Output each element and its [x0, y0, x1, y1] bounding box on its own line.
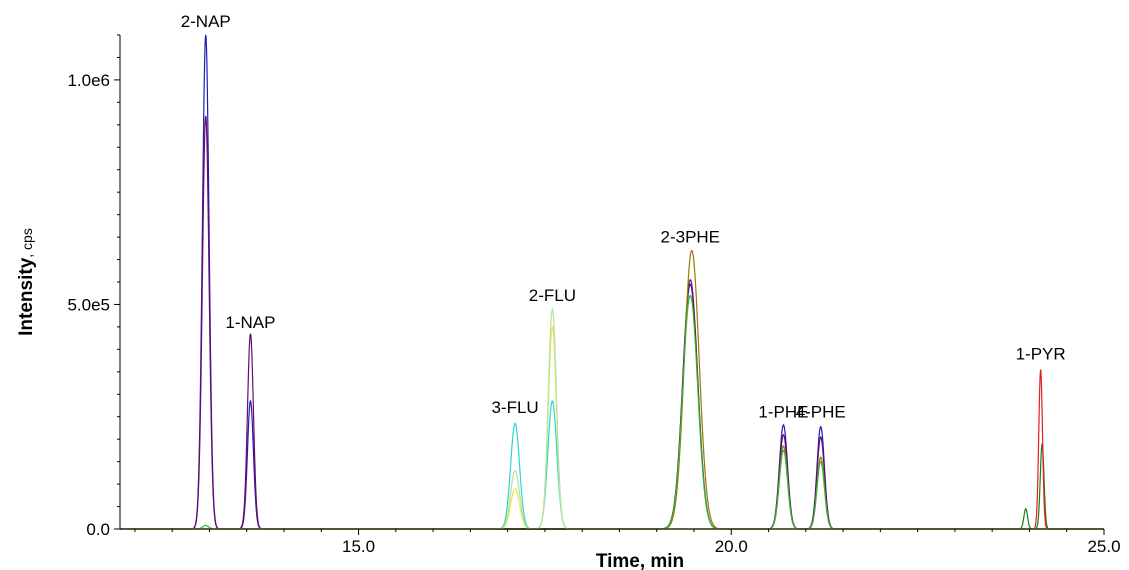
x-tick-label: 25.0 — [1087, 537, 1120, 556]
y-tick-label: 1.0e6 — [67, 71, 110, 90]
trace-series-9 — [120, 307, 1104, 530]
trace-series-7 — [120, 400, 1104, 530]
trace-series-1 — [120, 34, 1104, 530]
peak-label: 1-NAP — [225, 313, 275, 332]
y-axis-title: Intensity, cps — [16, 228, 37, 336]
y-tick-label: 5.0e5 — [67, 295, 110, 314]
peak-label: 2-FLU — [529, 286, 576, 305]
x-tick-label: 15.0 — [342, 537, 375, 556]
peak-label: 1-PHE — [758, 403, 808, 422]
tick-group: 0.0 5.0e5 1.0e6 15.0 20.0 25.0 — [67, 34, 1121, 556]
trace-series-3 — [120, 249, 1104, 530]
peak-label: 2-NAP — [181, 12, 231, 31]
y-axis-title-unit: , cps — [19, 228, 35, 258]
y-axis-title-main: Intensity — [16, 257, 37, 336]
peak-label: 2-3PHE — [661, 228, 721, 247]
peak-label: 3-FLU — [491, 398, 538, 417]
trace-group — [120, 34, 1104, 530]
peak-label: 1-PYR — [1016, 344, 1066, 363]
trace-series-8 — [120, 325, 1104, 530]
x-axis-title: Time, min — [596, 551, 684, 570]
x-tick-label: 20.0 — [715, 537, 748, 556]
trace-series-5 — [120, 443, 1104, 530]
trace-series-6 — [120, 369, 1104, 530]
y-tick-label: 0.0 — [86, 520, 110, 539]
peak-label: 4-PHE — [796, 403, 846, 422]
